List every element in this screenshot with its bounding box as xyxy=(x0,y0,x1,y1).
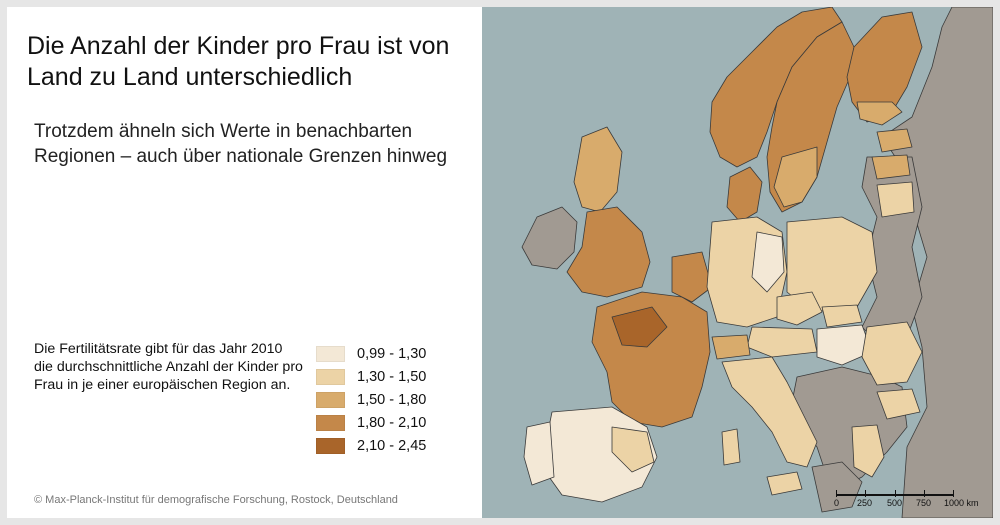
legend-label: 0,99 - 1,30 xyxy=(357,345,427,362)
scale-label: 500 xyxy=(887,498,903,508)
scale-label: 750 xyxy=(916,498,932,508)
region-finland xyxy=(846,11,923,123)
scale-tick xyxy=(895,490,896,497)
region-england xyxy=(566,206,651,298)
description-text: Die Fertilitätsrate gibt für das Jahr 20… xyxy=(34,341,303,393)
region-france-north xyxy=(611,306,668,348)
region-finland-south xyxy=(856,101,903,126)
region-sardinia xyxy=(721,428,741,466)
region-switzerland xyxy=(711,334,751,360)
region-estonia xyxy=(876,128,913,153)
legend-swatch xyxy=(316,437,345,454)
region-scotland xyxy=(573,126,623,213)
legend-item: 0,99 - 1,30 xyxy=(316,342,476,365)
legend: 0,99 - 1,30 1,30 - 1,50 1,50 - 1,80 1,80… xyxy=(316,342,476,457)
region-portugal xyxy=(523,421,555,486)
legend-item: 1,50 - 1,80 xyxy=(316,388,476,411)
no-data-ireland xyxy=(521,206,578,270)
legend-label: 1,80 - 2,10 xyxy=(357,414,427,431)
no-data-russia xyxy=(881,7,993,518)
region-romania xyxy=(861,321,923,386)
legend-swatch xyxy=(316,391,345,408)
map-area: 0 250 500 750 1000 km xyxy=(482,7,993,518)
region-italy xyxy=(721,356,818,468)
copyright-text: © Max-Planck-Institut für demografische … xyxy=(34,494,398,506)
region-lithuania xyxy=(876,181,915,218)
region-germany-east xyxy=(751,231,785,293)
scale-label: 1000 km xyxy=(944,498,979,508)
region-sicily xyxy=(766,471,803,496)
legend-label: 1,30 - 1,50 xyxy=(357,368,427,385)
legend-label: 1,50 - 1,80 xyxy=(357,391,427,408)
scale-tick xyxy=(953,490,954,497)
scale-label: 0 xyxy=(834,498,840,508)
region-sweden-south xyxy=(773,146,818,208)
legend-item: 1,30 - 1,50 xyxy=(316,365,476,388)
text-column: Die Anzahl der Kinder pro Frau ist von L… xyxy=(7,7,482,518)
europe-map xyxy=(482,7,993,518)
legend-swatch xyxy=(316,368,345,385)
region-latvia xyxy=(871,154,911,180)
scale-label: 250 xyxy=(857,498,873,508)
scale-tick xyxy=(836,490,837,497)
region-benelux xyxy=(671,251,713,303)
legend-swatch xyxy=(316,414,345,431)
scale-tick xyxy=(865,490,866,497)
legend-item: 2,10 - 2,45 xyxy=(316,434,476,457)
region-denmark xyxy=(726,166,763,223)
page-title: Die Anzahl der Kinder pro Frau ist von L… xyxy=(27,32,450,91)
region-bulgaria xyxy=(876,388,921,420)
map-regions xyxy=(521,7,993,518)
legend-label: 2,10 - 2,45 xyxy=(357,437,427,454)
region-slovakia xyxy=(821,304,863,328)
scale-bar: 0 250 500 750 1000 km xyxy=(834,487,986,509)
legend-item: 1,80 - 2,10 xyxy=(316,411,476,434)
legend-swatch xyxy=(316,345,345,362)
scale-tick xyxy=(924,490,925,497)
page-subtitle: Trotzdem ähneln sich Werte in benachbart… xyxy=(34,121,448,167)
infographic-panel: Die Anzahl der Kinder pro Frau ist von L… xyxy=(7,7,993,518)
region-greece xyxy=(851,424,885,478)
region-czechia xyxy=(776,291,823,326)
region-spain-east xyxy=(611,426,655,473)
